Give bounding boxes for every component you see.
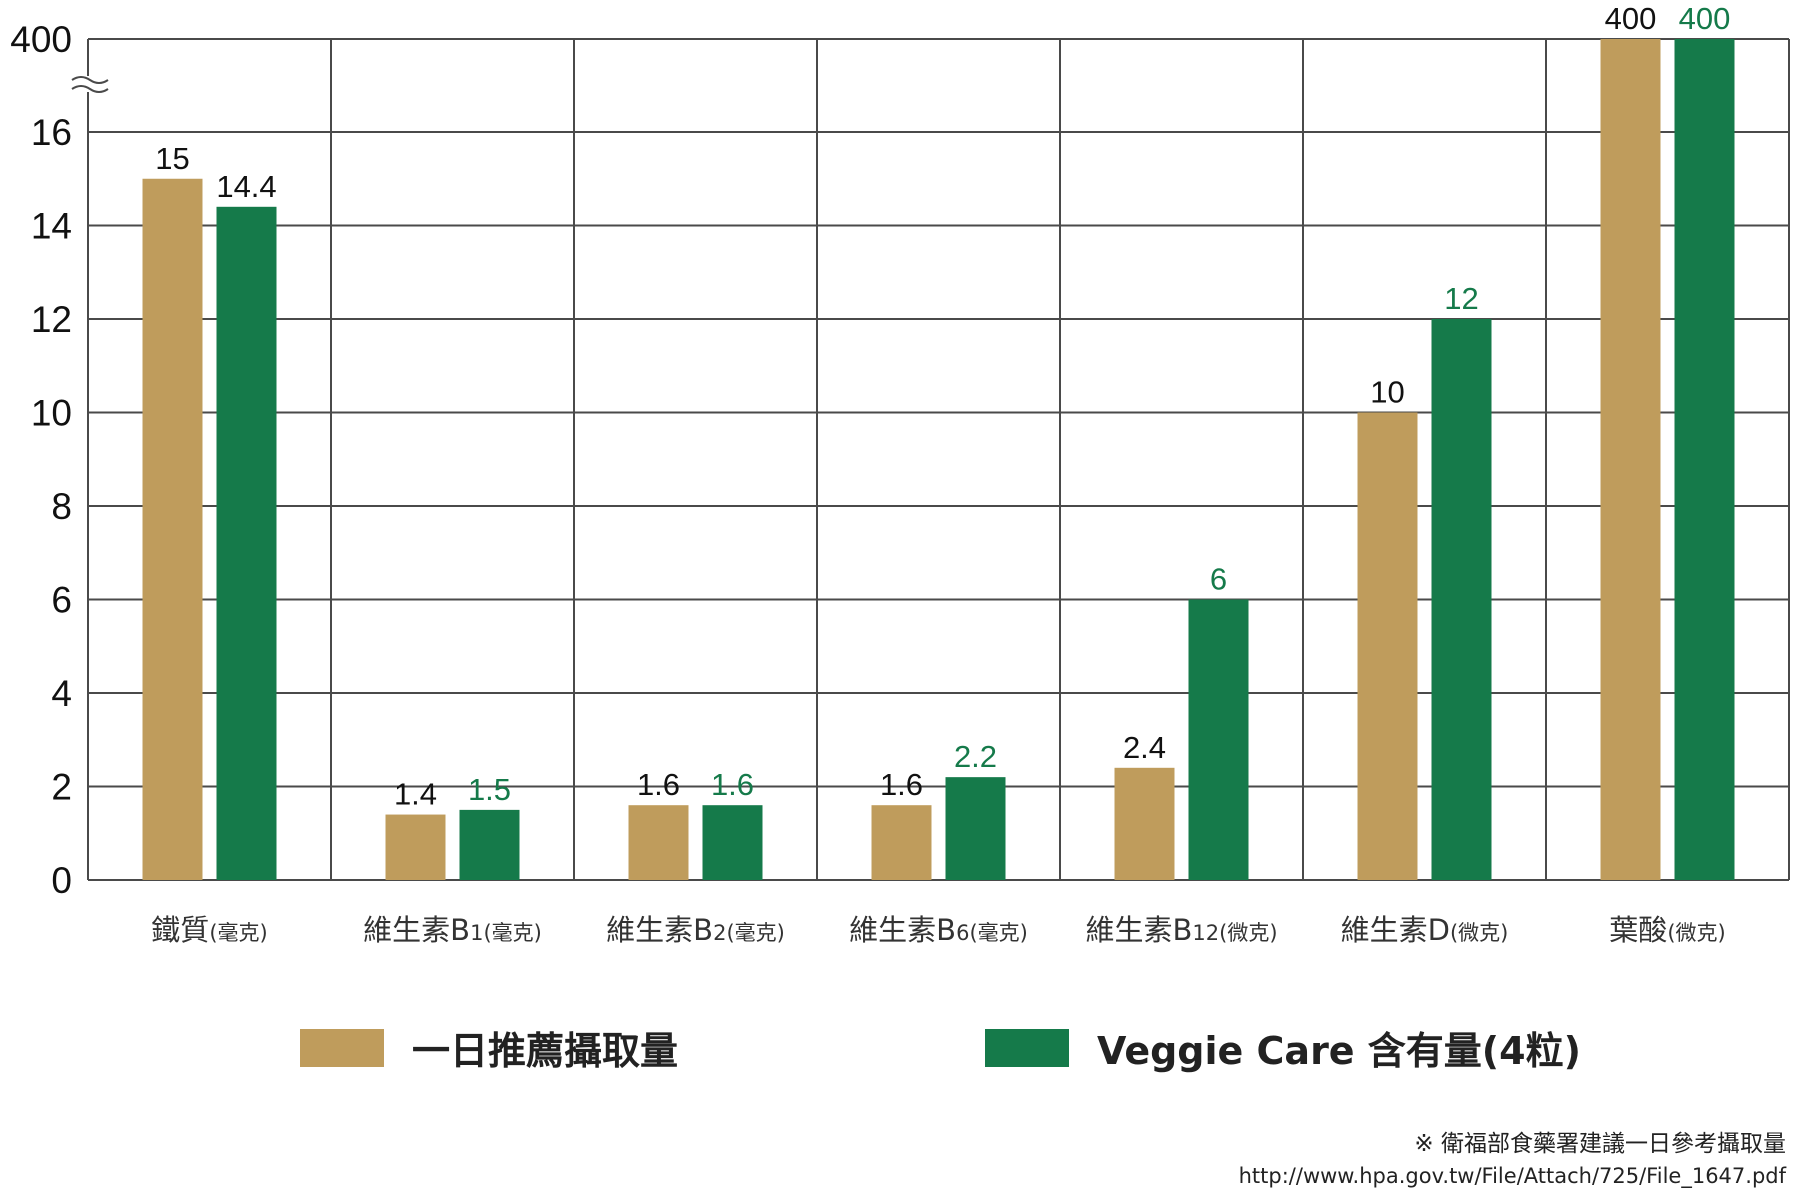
legend-item-daily-intake: 一日推薦攝取量 <box>300 1020 678 1075</box>
legend-swatch-daily-intake <box>300 1028 384 1067</box>
data-label: 1.5 <box>468 772 511 807</box>
data-label: 14.4 <box>216 169 276 204</box>
bar-chart: 0 2 4 6 8 10 12 14 16 400 15 14.4 鐵質(毫克) 1.4 1.5 維生素B1(… <box>10 1 1790 947</box>
data-label: 6 <box>1210 562 1227 597</box>
bar-veggie-care <box>459 809 520 880</box>
y-tick-label: 8 <box>51 486 72 527</box>
bar-daily-intake <box>1600 39 1661 880</box>
data-label: 2.2 <box>954 739 997 774</box>
x-tick-label: 維生素D(微克) <box>1341 913 1509 947</box>
legend-label-veggie-care: Veggie Care 含有量(4粒) <box>1097 1029 1581 1073</box>
x-tick-label: 維生素B6(毫克) <box>849 913 1028 947</box>
data-label: 12 <box>1444 281 1478 316</box>
axis-break-mark <box>71 76 109 84</box>
x-tick-label: 鐵質(毫克) <box>151 913 267 947</box>
legend-swatch-veggie-care <box>985 1028 1069 1067</box>
legend-item-veggie-care: Veggie Care 含有量(4粒) <box>985 1020 1581 1075</box>
data-label: 15 <box>155 141 189 176</box>
bar-daily-intake <box>1114 767 1175 880</box>
bar-veggie-care <box>1188 599 1249 880</box>
y-tick-label: 6 <box>51 580 72 621</box>
source-url: http://www.hpa.gov.tw/File/Attach/725/Fi… <box>1238 1164 1786 1188</box>
y-tick-label: 14 <box>31 206 72 247</box>
bar-veggie-care <box>945 777 1006 880</box>
bar-daily-intake <box>142 178 203 880</box>
bar-veggie-care <box>1674 39 1735 880</box>
bar-daily-intake <box>628 805 689 880</box>
x-tick-label: 維生素B12(微克) <box>1085 913 1277 947</box>
y-tick-label: 2 <box>51 767 72 808</box>
data-label: 1.6 <box>711 767 754 802</box>
data-label: 400 <box>1679 1 1731 36</box>
data-label: 1.4 <box>394 777 437 812</box>
data-label: 1.6 <box>637 767 680 802</box>
bar-daily-intake <box>385 814 446 880</box>
data-label: 1.6 <box>880 767 923 802</box>
y-tick-label: 12 <box>31 299 72 340</box>
data-label: 10 <box>1370 375 1404 410</box>
x-tick-label: 葉酸(微克) <box>1609 913 1725 947</box>
y-tick-label: 4 <box>51 673 72 714</box>
source-footnote: ※ 衛福部食藥署建議一日參考攝取量 <box>1414 1131 1786 1157</box>
x-tick-label: 維生素B1(毫克) <box>363 913 542 947</box>
bar-daily-intake <box>1357 412 1418 880</box>
data-label: 2.4 <box>1123 730 1166 765</box>
axis-break-mark <box>71 85 109 93</box>
data-label: 400 <box>1605 1 1657 36</box>
bar-daily-intake <box>871 805 932 880</box>
y-tick-label: 16 <box>31 112 72 153</box>
bar-veggie-care <box>216 206 277 881</box>
y-tick-label: 0 <box>51 860 72 901</box>
bar-veggie-care <box>702 805 763 880</box>
legend-label-daily-intake: 一日推薦攝取量 <box>412 1029 679 1073</box>
x-tick-label: 維生素B2(毫克) <box>606 913 785 947</box>
axis-break-gap <box>70 76 106 92</box>
bar-veggie-care <box>1431 319 1492 880</box>
y-tick-label: 10 <box>31 393 72 434</box>
y-tick-label: 400 <box>10 19 72 60</box>
